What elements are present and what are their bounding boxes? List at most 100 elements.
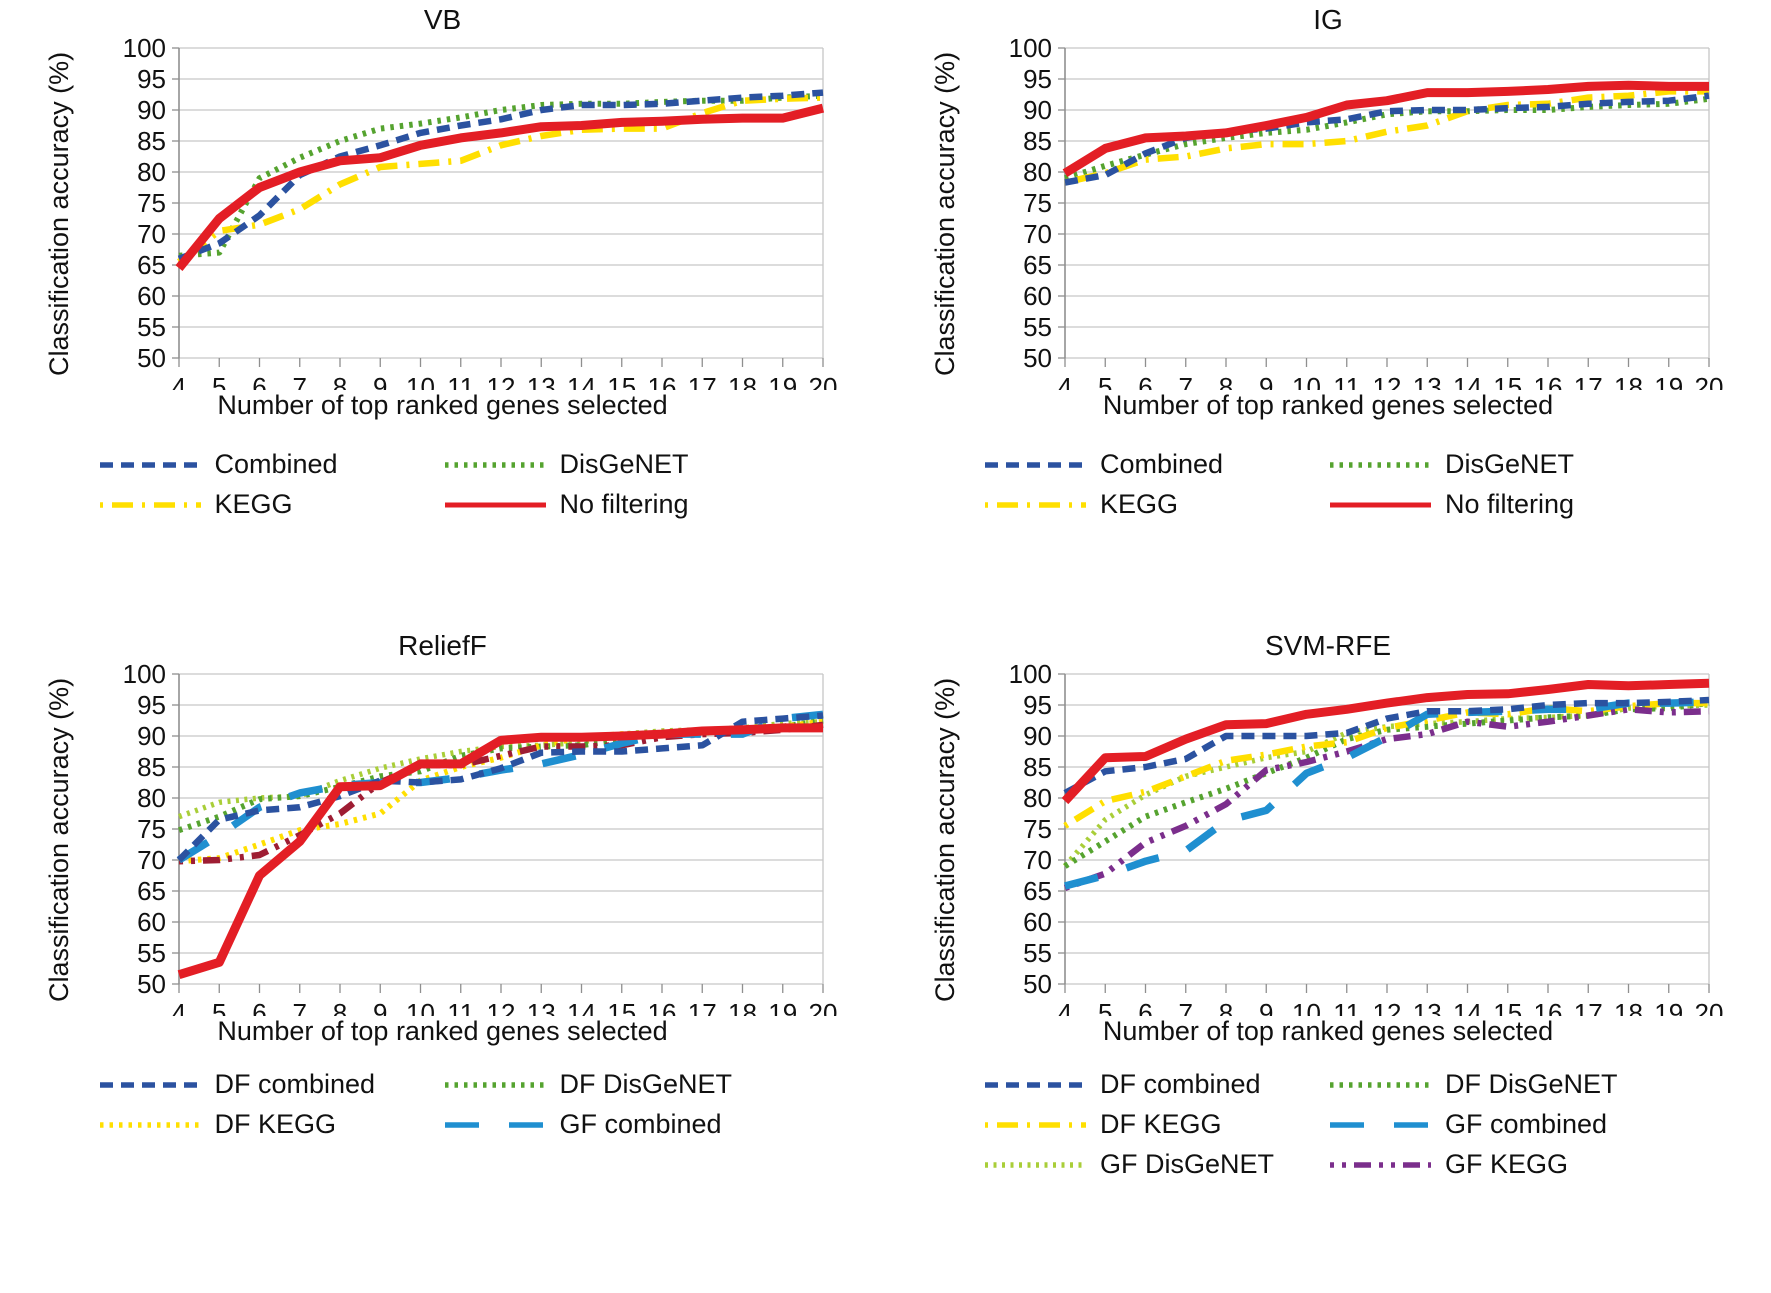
svg-text:95: 95: [1023, 64, 1052, 94]
legend-label: Combined: [214, 449, 338, 479]
svg-text:5: 5: [1098, 998, 1112, 1016]
svg-text:11: 11: [1333, 372, 1360, 390]
svg-text:10: 10: [1292, 372, 1321, 390]
legend-label: GF KEGG: [1445, 1149, 1569, 1179]
legend-label: DF DisGeNET: [559, 1069, 733, 1099]
svg-text:75: 75: [1023, 188, 1052, 218]
svg-text:8: 8: [333, 372, 347, 390]
legend-marker-dash: [99, 461, 201, 468]
legend-relieff: DF combined DF DisGeNET DF KEGG GF combined: [98, 1069, 788, 1140]
svg-text:17: 17: [1573, 372, 1602, 390]
svg-text:85: 85: [137, 752, 166, 782]
legend-marker-solid: [444, 502, 546, 507]
series-no-filtering: [1062, 80, 1709, 178]
panel-svm-rfe: SVM-RFE Classification accuracy (%) 50 55…: [885, 600, 1771, 1293]
svg-text:16: 16: [1533, 998, 1562, 1016]
svg-text:15: 15: [1493, 998, 1522, 1016]
legend-label: No filtering: [559, 489, 689, 519]
svg-text:19: 19: [1654, 372, 1683, 390]
svg-text:80: 80: [1023, 157, 1052, 187]
legend-marker-dots: [1330, 1081, 1431, 1088]
svg-text:6: 6: [252, 998, 266, 1016]
svg-text:15: 15: [607, 998, 636, 1016]
legend-marker-dash-dot: [985, 501, 1086, 508]
y-axis-label: Classification accuracy (%): [929, 51, 960, 377]
legend-label: DisGeNET: [559, 449, 689, 479]
legend-item-df-disgenet: DF DisGeNET: [1328, 1069, 1673, 1100]
legend-item-gf-combined: GF combined: [443, 1109, 788, 1140]
svg-text:80: 80: [1023, 783, 1052, 813]
svg-text:20: 20: [1694, 372, 1723, 390]
svg-text:70: 70: [1023, 219, 1052, 249]
svg-text:13: 13: [527, 372, 556, 390]
series-no-filtering: [175, 103, 825, 271]
x-axis-label: Number of top ranked genes selected: [1102, 390, 1554, 420]
svg-text:6: 6: [1138, 998, 1152, 1016]
svg-text:20: 20: [809, 372, 838, 390]
svg-text:11: 11: [447, 372, 474, 390]
legend-label: DF KEGG: [1100, 1109, 1222, 1139]
legend-label: DisGeNET: [1445, 449, 1575, 479]
svg-text:4: 4: [172, 998, 186, 1016]
legend-svm-rfe: DF combined DF DisGeNET DF KEGG GF combined…: [983, 1069, 1673, 1180]
svg-text:55: 55: [137, 938, 166, 968]
legend-item-gf-combined: GF combined: [1328, 1109, 1673, 1140]
legend-marker-dash: [985, 1081, 1086, 1088]
svg-text:4: 4: [1057, 998, 1071, 1016]
svg-text:95: 95: [1023, 690, 1052, 720]
legend-label: GF combined: [1445, 1109, 1608, 1139]
svg-text:10: 10: [1292, 998, 1321, 1016]
svg-text:4: 4: [1057, 372, 1071, 390]
svg-text:65: 65: [137, 876, 166, 906]
legend-item-kegg: KEGG: [983, 489, 1328, 520]
svg-text:14: 14: [567, 372, 596, 390]
svg-text:80: 80: [137, 157, 166, 187]
legend-marker-solid: [1330, 502, 1431, 507]
svg-text:90: 90: [137, 721, 166, 751]
panel-relieff: ReliefF Classification accuracy (%) 50 55…: [0, 600, 885, 1293]
svg-text:18: 18: [728, 372, 757, 390]
svg-text:65: 65: [137, 250, 166, 280]
legend-marker-dash: [985, 461, 1086, 468]
series-no-filtering: [1061, 678, 1709, 805]
legend-item-df-kegg: DF KEGG: [983, 1109, 1328, 1140]
x-tick-labels: 4 5 6 7 8 9 10 11 12 13 14 15 16 17 18 19 20: [1057, 358, 1723, 390]
chart-area-vb: Classification accuracy (%) 50 55 60 65 70 75…: [44, 38, 841, 390]
legend-marker-dots: [99, 1121, 201, 1128]
svg-text:60: 60: [137, 281, 166, 311]
chart-title-vb: VB: [423, 4, 462, 35]
svg-text:55: 55: [1023, 938, 1052, 968]
svg-text:8: 8: [333, 998, 347, 1016]
series-gf-kegg: [1063, 706, 1709, 891]
gridlines: [1064, 47, 1709, 359]
svg-text:13: 13: [1412, 998, 1441, 1016]
svg-text:9: 9: [373, 998, 387, 1016]
svg-text:70: 70: [137, 219, 166, 249]
y-axis-label: Classification accuracy (%): [929, 677, 960, 1003]
x-axis-label: Number of top ranked genes selected: [1102, 1016, 1554, 1046]
chart-title-ig: IG: [1313, 4, 1343, 35]
svg-text:75: 75: [137, 188, 166, 218]
svg-text:9: 9: [373, 372, 387, 390]
svg-text:70: 70: [137, 845, 166, 875]
chart-title-svm-rfe: SVM-RFE: [1265, 630, 1391, 661]
series-kegg: [177, 94, 824, 265]
legend-label: DF combined: [214, 1069, 376, 1099]
legend-item-no-filtering: No filtering: [443, 489, 788, 520]
svg-text:90: 90: [137, 95, 166, 125]
svg-text:100: 100: [1008, 664, 1051, 689]
series-df-disgenet: [178, 717, 824, 834]
legend-item-disgenet: DisGeNET: [1328, 449, 1673, 480]
legend-item-df-combined: DF combined: [98, 1069, 443, 1100]
svg-text:55: 55: [1023, 312, 1052, 342]
svg-text:18: 18: [1614, 372, 1643, 390]
svg-text:5: 5: [1098, 372, 1112, 390]
series-df-combined: [176, 712, 824, 863]
svg-text:14: 14: [1453, 998, 1482, 1016]
